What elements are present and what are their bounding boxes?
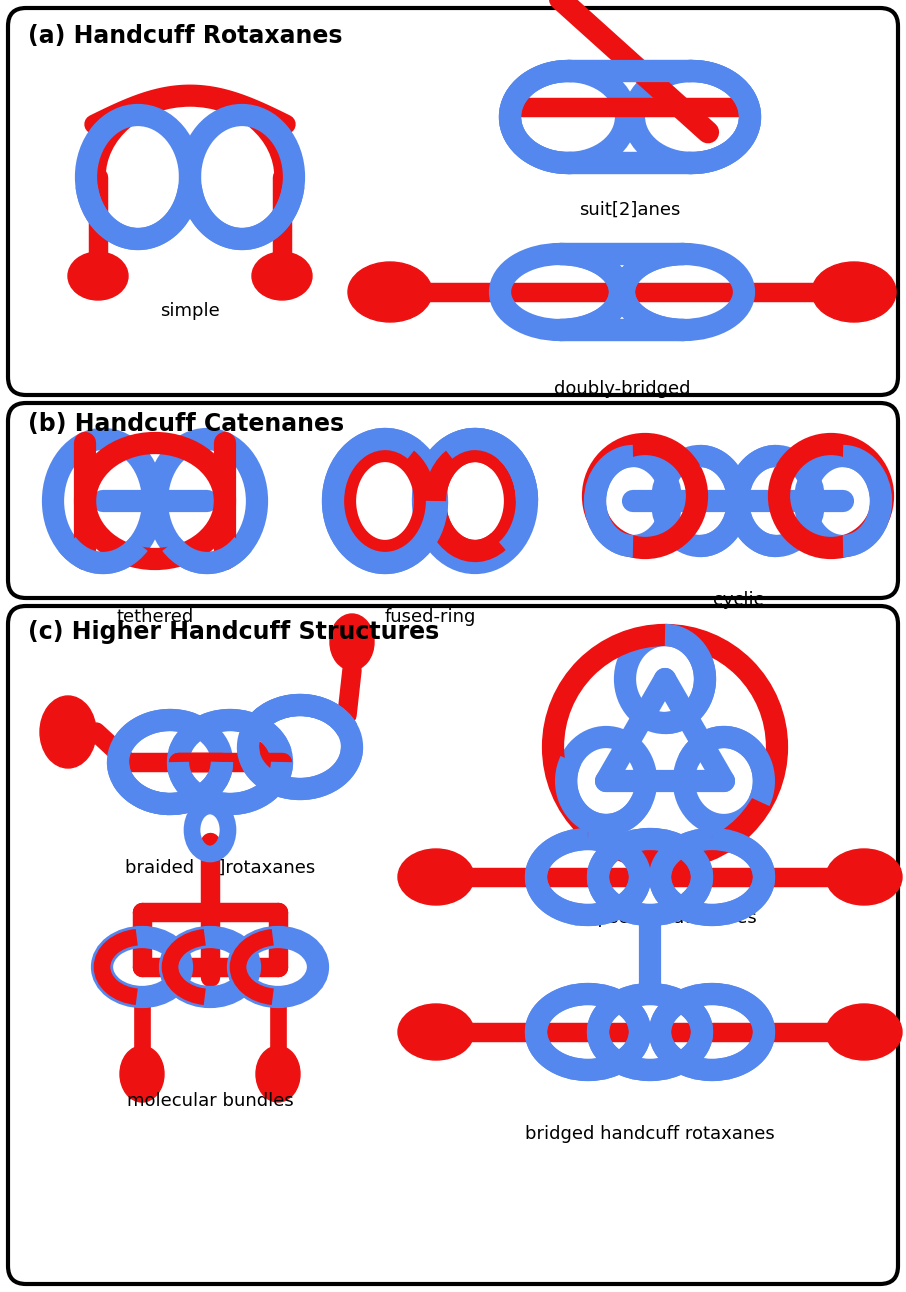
Ellipse shape	[398, 1004, 474, 1059]
Text: braided [2]rotaxanes: braided [2]rotaxanes	[125, 859, 315, 877]
Ellipse shape	[826, 849, 902, 904]
Text: fused-ring: fused-ring	[384, 609, 476, 627]
Ellipse shape	[120, 1047, 164, 1102]
Text: suit[2]anes: suit[2]anes	[579, 202, 680, 220]
Text: doubly-bridged: doubly-bridged	[554, 380, 690, 398]
Ellipse shape	[252, 252, 312, 300]
Text: molecular bundles: molecular bundles	[127, 1092, 294, 1110]
Ellipse shape	[826, 1004, 902, 1059]
Text: cyclic: cyclic	[713, 590, 763, 609]
Text: [4]pseudocatenanes: [4]pseudocatenanes	[573, 910, 757, 926]
Ellipse shape	[68, 252, 128, 300]
Ellipse shape	[812, 262, 896, 322]
Text: (c) Higher Handcuff Structures: (c) Higher Handcuff Structures	[28, 620, 439, 643]
Ellipse shape	[256, 1047, 300, 1102]
Ellipse shape	[40, 696, 96, 767]
Ellipse shape	[398, 849, 474, 904]
Text: simple: simple	[160, 302, 220, 320]
Text: (b) Handcuff Catenanes: (b) Handcuff Catenanes	[28, 412, 344, 435]
Ellipse shape	[348, 262, 432, 322]
Text: tethered: tethered	[116, 609, 194, 627]
Text: (a) Handcuff Rotaxanes: (a) Handcuff Rotaxanes	[28, 25, 342, 48]
Ellipse shape	[330, 614, 374, 671]
Text: bridged handcuff rotaxanes: bridged handcuff rotaxanes	[525, 1125, 775, 1143]
